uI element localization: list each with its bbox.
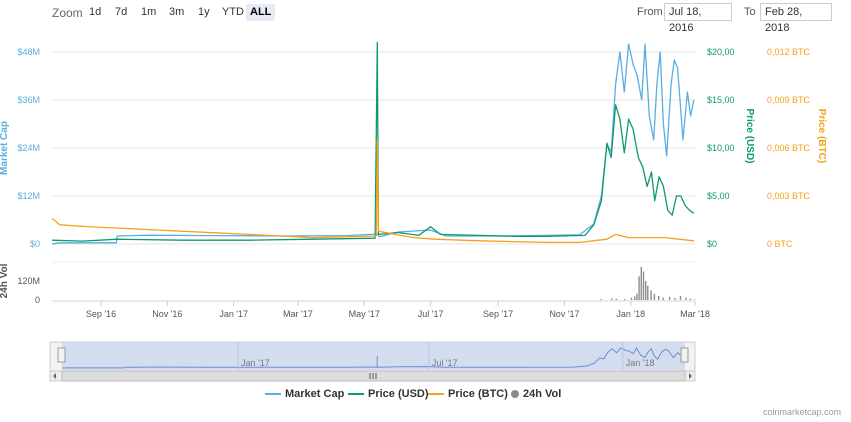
price-btc-tick-label: 0,012 BTC bbox=[767, 47, 811, 57]
market-cap-axis-title: Market Cap bbox=[0, 121, 10, 175]
price-btc-line bbox=[51, 139, 694, 244]
legend-swatch-price-usd bbox=[348, 393, 364, 396]
volume-bar bbox=[645, 281, 647, 300]
volume-bar bbox=[662, 297, 664, 300]
navigator-left-handle[interactable] bbox=[57, 347, 66, 363]
market-cap-tick-label: $0 bbox=[30, 239, 40, 249]
legend-item-volume[interactable]: 24h Vol bbox=[511, 388, 561, 400]
x-tick-label: Jul '17 bbox=[418, 309, 444, 319]
x-tick-label: Sep '17 bbox=[483, 309, 513, 319]
volume-bar bbox=[600, 299, 602, 301]
volume-bar bbox=[642, 271, 645, 300]
legend-item-price-usd[interactable]: Price (USD) bbox=[348, 388, 429, 400]
from-label: From bbox=[637, 6, 663, 18]
legend-swatch-market-cap bbox=[265, 393, 281, 396]
x-tick-label: Nov '17 bbox=[549, 309, 579, 319]
market-cap-tick-label: $36M bbox=[17, 95, 40, 105]
legend-label: Price (BTC) bbox=[448, 388, 508, 400]
from-date-input[interactable]: Jul 18, 2016 bbox=[664, 3, 732, 34]
axis-layer: Sep '16 Nov '16 Jan '17 Mar '17 May '17 Jul '… bbox=[0, 47, 827, 319]
price-btc-axis-title: Price (BTC) bbox=[816, 109, 827, 163]
scrollbar-grip-icon bbox=[369, 373, 377, 379]
series-layer bbox=[51, 41, 696, 301]
zoom-1d-button[interactable]: 1d bbox=[89, 6, 102, 18]
volume-axis-title: 24h Vol bbox=[0, 263, 10, 298]
zoom-1y-button[interactable]: 1y bbox=[198, 6, 210, 18]
zoom-3m-button[interactable]: 3m bbox=[169, 6, 185, 18]
legend: Market Cap Price (USD) Price (BTC) 24h V… bbox=[0, 388, 851, 408]
market-cap-tick-label: $24M bbox=[17, 143, 40, 153]
price-usd-tick-label: $5,00 bbox=[707, 191, 730, 201]
legend-label: Price (USD) bbox=[368, 388, 429, 400]
volume-bar bbox=[668, 296, 671, 300]
volume-bar bbox=[650, 290, 652, 300]
legend-swatch-price-btc bbox=[428, 393, 444, 396]
navigator-series-line bbox=[61, 347, 685, 369]
scroll-left-arrow-icon[interactable] bbox=[53, 373, 56, 379]
volume-bar bbox=[653, 293, 656, 300]
zoom-7d-button[interactable]: 7d bbox=[115, 6, 128, 18]
zoom-label: Zoom bbox=[52, 6, 83, 20]
x-tick-label: Jan '17 bbox=[219, 309, 248, 319]
market-cap-tick-label: $12M bbox=[17, 191, 40, 201]
price-btc-tick-label: 0,006 BTC bbox=[767, 143, 811, 153]
navigator[interactable]: Jan '17 Jul '17 Jan '18 bbox=[49, 341, 696, 382]
volume-bar bbox=[630, 297, 633, 300]
volume-bar bbox=[636, 293, 638, 300]
price-usd-line bbox=[51, 41, 695, 242]
volume-bar bbox=[634, 296, 636, 300]
legend-item-market-cap[interactable]: Market Cap bbox=[265, 388, 344, 400]
price-usd-tick-label: $0 bbox=[707, 239, 717, 249]
price-usd-tick-label: $15,00 bbox=[707, 95, 735, 105]
to-label: To bbox=[744, 6, 756, 18]
price-btc-tick-label: 0,009 BTC bbox=[767, 95, 811, 105]
navigator-selection[interactable] bbox=[62, 342, 685, 370]
x-tick-label: May '17 bbox=[349, 309, 380, 319]
price-usd-tick-label: $10,00 bbox=[707, 143, 735, 153]
credit-link[interactable]: coinmarketcap.com bbox=[762, 407, 841, 417]
volume-tick-label: 0 bbox=[35, 295, 40, 305]
volume-bar bbox=[615, 298, 617, 300]
volume-bar bbox=[640, 266, 642, 301]
price-usd-axis-title: Price (USD) bbox=[744, 108, 755, 163]
volume-bar bbox=[693, 299, 696, 300]
price-btc-tick-label: 0 BTC bbox=[767, 239, 793, 249]
legend-item-price-btc[interactable]: Price (BTC) bbox=[428, 388, 508, 400]
x-tick-label: Mar '18 bbox=[680, 309, 710, 319]
legend-label: Market Cap bbox=[285, 388, 345, 400]
x-tick-label: Nov '16 bbox=[152, 309, 182, 319]
zoom-all-button[interactable]: ALL bbox=[246, 4, 276, 21]
x-tick-label: Mar '17 bbox=[283, 309, 313, 319]
price-usd-tick-label: $20,00 bbox=[707, 47, 735, 57]
to-date-input[interactable]: Feb 28, 2018 bbox=[760, 3, 832, 34]
volume-bar bbox=[611, 298, 613, 300]
grid-layer bbox=[52, 51, 695, 263]
volume-bar bbox=[658, 296, 660, 300]
price-btc-tick-label: 0,003 BTC bbox=[767, 191, 811, 201]
volume-bar bbox=[685, 297, 687, 300]
navigator-label: Jul '17 bbox=[432, 358, 458, 368]
navigator-right-handle[interactable] bbox=[680, 347, 689, 363]
zoom-ytd-button[interactable]: YTD bbox=[222, 6, 244, 18]
volume-bar bbox=[689, 298, 691, 300]
navigator-label: Jan '17 bbox=[241, 358, 270, 368]
volume-bar bbox=[679, 296, 682, 300]
volume-bar bbox=[624, 299, 626, 301]
legend-dot-volume bbox=[511, 390, 519, 399]
legend-label: 24h Vol bbox=[523, 388, 562, 400]
x-tick-label: Jan '18 bbox=[616, 309, 645, 319]
scroll-right-arrow-icon[interactable] bbox=[689, 373, 692, 379]
volume-bar bbox=[647, 285, 649, 301]
x-tick-label: Sep '16 bbox=[86, 309, 116, 319]
zoom-1m-button[interactable]: 1m bbox=[141, 6, 157, 18]
volume-bar bbox=[638, 276, 640, 301]
market-cap-tick-label: $48M bbox=[17, 47, 40, 57]
range-selector-toolbar: Zoom 1d 7d 1m 3m 1y YTD ALL From Jul 18,… bbox=[0, 0, 851, 34]
navigator-label: Jan '18 bbox=[626, 358, 655, 368]
volume-bar bbox=[674, 298, 676, 300]
market-cap-line bbox=[51, 43, 695, 245]
volume-tick-label: 120M bbox=[17, 276, 40, 286]
